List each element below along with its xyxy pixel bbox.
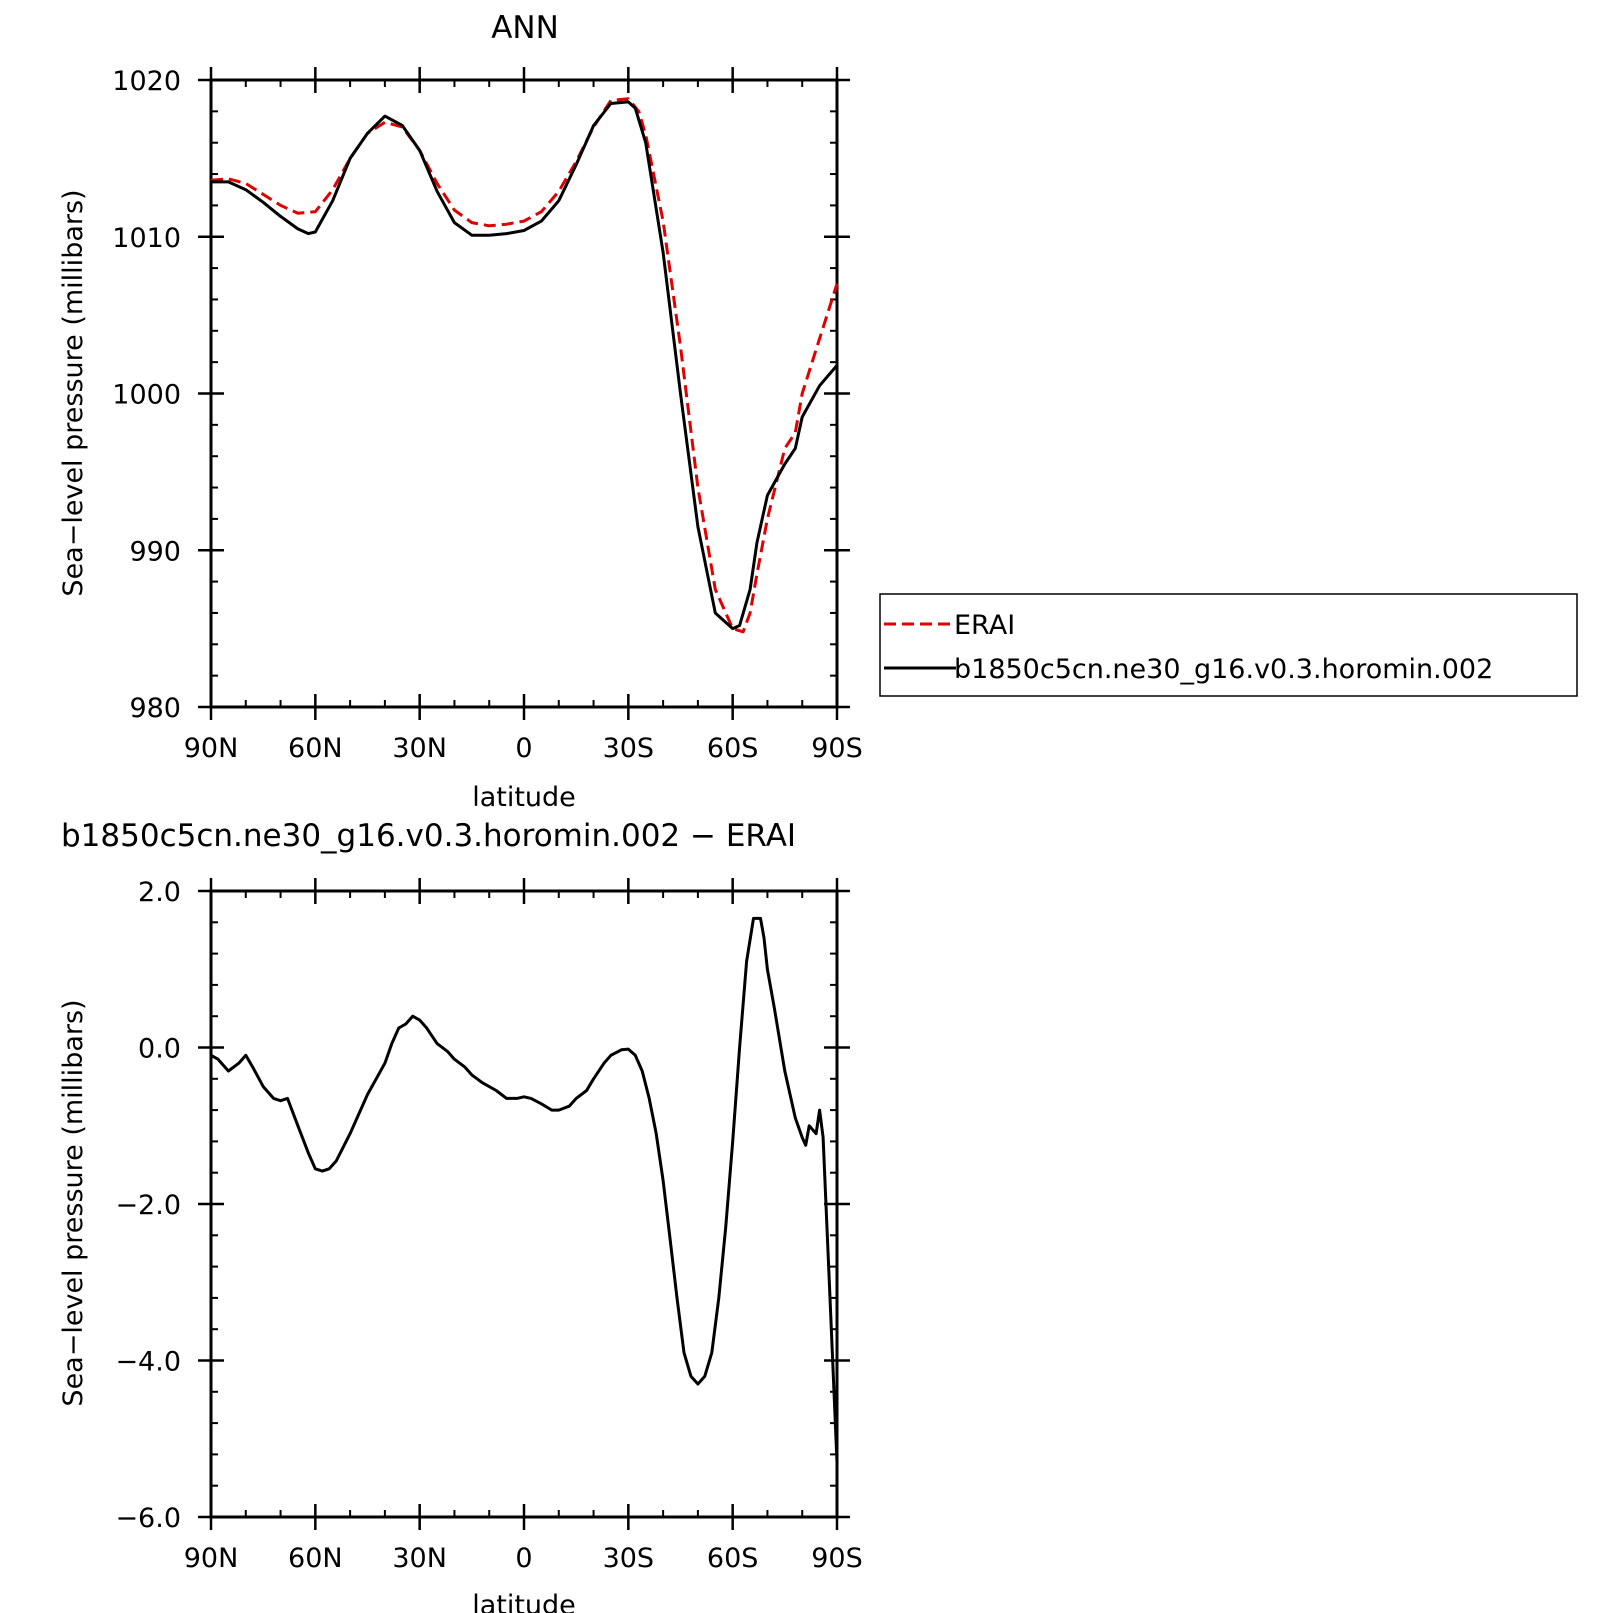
bottom-x-tick-label: 30N	[392, 1543, 447, 1574]
bottom-panel: b1850c5cn.ne30_g16.v0.3.horomin.002 − ER…	[58, 818, 863, 1613]
top-chart-title: ANN	[491, 10, 559, 46]
top-x-tick-label: 30S	[603, 733, 655, 764]
bottom-x-tick-label: 0	[515, 1543, 532, 1574]
top-minor-ticks	[211, 80, 837, 707]
top-x-tick-label: 90S	[811, 733, 863, 764]
legend-box	[879, 593, 1578, 697]
top-series-lines	[210, 97, 839, 634]
bottom-minor-ticks	[211, 891, 837, 1517]
bottom-x-tick-label: 90S	[811, 1543, 863, 1574]
bottom-y-tick-labels: 2.0 0.0 −2.0 −4.0 −6.0	[115, 877, 181, 1534]
top-y-tick-label: 1000	[112, 380, 181, 411]
bottom-y-tick-label: 2.0	[138, 877, 181, 908]
bottom-major-ticks	[198, 878, 850, 1530]
bottom-series-lines	[210, 916, 839, 1463]
top-x-tick-label: 0	[515, 733, 532, 764]
bottom-y-tick-label: 0.0	[138, 1034, 181, 1065]
top-x-tick-label: 60S	[707, 733, 759, 764]
top-y-tick-labels: 1020 1010 1000 990 980	[112, 66, 181, 724]
bottom-y-tick-label: −6.0	[115, 1503, 181, 1534]
bottom-x-tick-label: 30S	[603, 1543, 655, 1574]
top-x-tick-label: 90N	[184, 733, 239, 764]
top-y-tick-label: 1020	[112, 66, 181, 97]
top-x-tick-label: 60N	[288, 733, 343, 764]
top-x-axis-title: latitude	[472, 782, 576, 813]
top-x-tick-labels: 90N 60N 30N 0 30S 60S 90S	[184, 733, 863, 764]
bottom-y-tick-label: −4.0	[115, 1347, 181, 1378]
bottom-x-tick-label: 90N	[184, 1543, 239, 1574]
top-y-axis-title: Sea−level pressure (millibars)	[58, 189, 89, 596]
legend-label-model: b1850c5cn.ne30_g16.v0.3.horomin.002	[954, 654, 1493, 685]
bottom-series-line-0	[210, 916, 839, 1463]
legend-label-erai: ERAI	[954, 610, 1015, 641]
top-x-tick-label: 30N	[392, 733, 447, 764]
top-y-tick-label: 990	[129, 536, 181, 567]
top-major-ticks	[198, 67, 850, 720]
top-series-line-1	[211, 100, 839, 631]
top-series-line-0	[210, 97, 839, 634]
top-y-tick-label: 1010	[112, 223, 181, 254]
bottom-y-axis-title: Sea−level pressure (millibars)	[58, 999, 89, 1406]
bottom-x-tick-label: 60S	[707, 1543, 759, 1574]
legend: ERAI b1850c5cn.ne30_g16.v0.3.horomin.002	[879, 593, 1578, 697]
bottom-y-tick-label: −2.0	[115, 1190, 181, 1221]
bottom-x-axis-title: latitude	[472, 1590, 576, 1613]
top-panel: ANN 90N 60N 30N 0 30S 60S 90S 1020 1010 1000 990 9…	[58, 10, 863, 813]
bottom-x-tick-labels: 90N 60N 30N 0 30S 60S 90S	[184, 1543, 863, 1574]
bottom-chart-title: b1850c5cn.ne30_g16.v0.3.horomin.002 − ER…	[61, 818, 796, 854]
top-y-tick-label: 980	[129, 693, 181, 724]
bottom-plot-frame	[209, 889, 839, 1519]
bottom-x-tick-label: 60N	[288, 1543, 343, 1574]
